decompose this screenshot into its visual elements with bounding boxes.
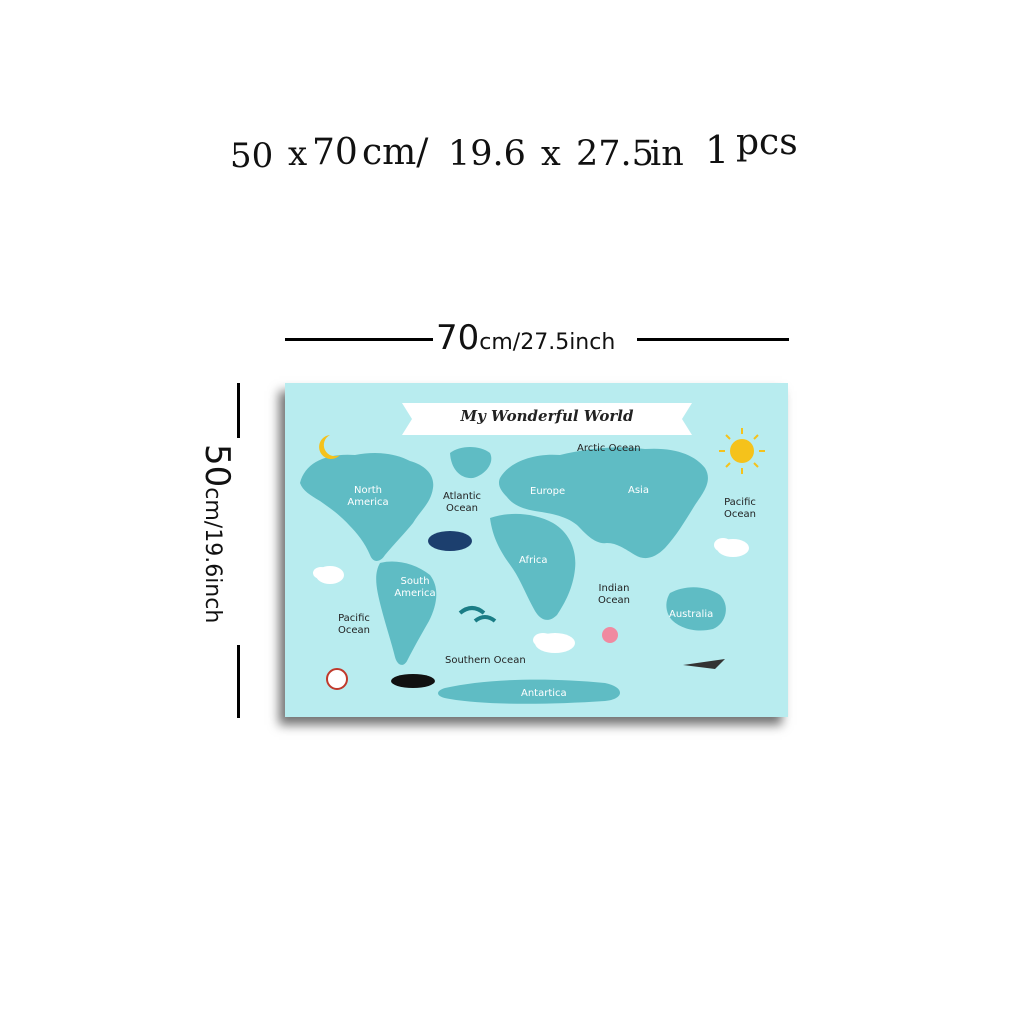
headline-unit-in: in [650,134,684,174]
headline-width-inch: 19.6 [448,134,526,174]
africa-landmass [490,513,576,620]
north-america-landmass [300,453,434,561]
world-map-poster: My Wonderful World Arctic Ocean North Am… [285,383,788,717]
moon-icon [319,435,340,459]
title-banner: My Wonderful World [402,401,692,437]
greenland-landmass [450,447,492,479]
octopus-icon [602,627,618,643]
width-dimension-value: 70 [436,318,480,358]
height-dimension-line-bottom [237,645,240,718]
label-north-america: North America [347,485,389,508]
height-dimension-label: 50cm/19.6inch [197,444,237,623]
dolphin-icon-2 [473,615,497,623]
australia-landmass [666,587,726,631]
cloud-icon-east [714,538,749,557]
width-dimension-line-left [285,338,433,341]
headline-height-inch: 27.5 [576,134,654,174]
whale-icon [428,531,472,551]
shark-icon [683,659,725,669]
label-south-america: South America [394,576,436,599]
eurasia-landmass [498,447,708,559]
cloud-icon-south [533,633,575,653]
banner-ribbon [402,403,692,435]
label-australia: Australia [669,609,714,620]
label-pacific-ocean-east: Pacific Ocean [724,497,756,520]
width-dimension-line-right [637,338,789,341]
label-pacific-ocean-west: Pacific Ocean [338,613,370,636]
width-dimension-label: 70cm/27.5inch [436,318,615,358]
south-america-landmass [376,561,437,665]
label-asia: Asia [628,485,649,496]
label-arctic-ocean: Arctic Ocean [577,443,641,454]
compass-icon [326,668,348,690]
headline-times: x [288,134,308,174]
dolphin-icon [458,606,486,615]
cloud-icon-west [313,566,344,584]
headline-quantity-unit: pcs [736,122,798,163]
width-dimension-unit: cm/27.5inch [479,330,616,355]
headline-times-2: x [541,134,561,174]
antarctica-landmass [438,679,620,704]
label-southern-ocean: Southern Ocean [445,655,526,666]
label-antarctica: Antartica [521,688,567,699]
poster-title: My Wonderful World [460,407,634,425]
height-dimension-unit: cm/19.6inch [200,487,225,624]
label-atlantic-ocean: Atlantic Ocean [442,491,482,514]
headline-height: 70 [312,132,358,173]
label-indian-ocean: Indian Ocean [598,583,630,606]
world-map-illustration [300,428,765,704]
sun-rays-icon [719,428,765,474]
height-dimension-value: 50 [197,444,237,488]
sun-icon [730,439,754,463]
label-europe: Europe [530,486,566,497]
headline-unit-cm: cm/ [362,132,429,173]
height-dimension-line-top [237,383,240,438]
headline-width: 50 [230,136,274,176]
orca-icon [391,674,435,688]
label-africa: Africa [519,555,548,566]
size-headline: 50 x 70 cm/ 19.6 x 27.5 in 1 pcs [230,122,830,188]
headline-quantity: 1 [705,128,730,172]
